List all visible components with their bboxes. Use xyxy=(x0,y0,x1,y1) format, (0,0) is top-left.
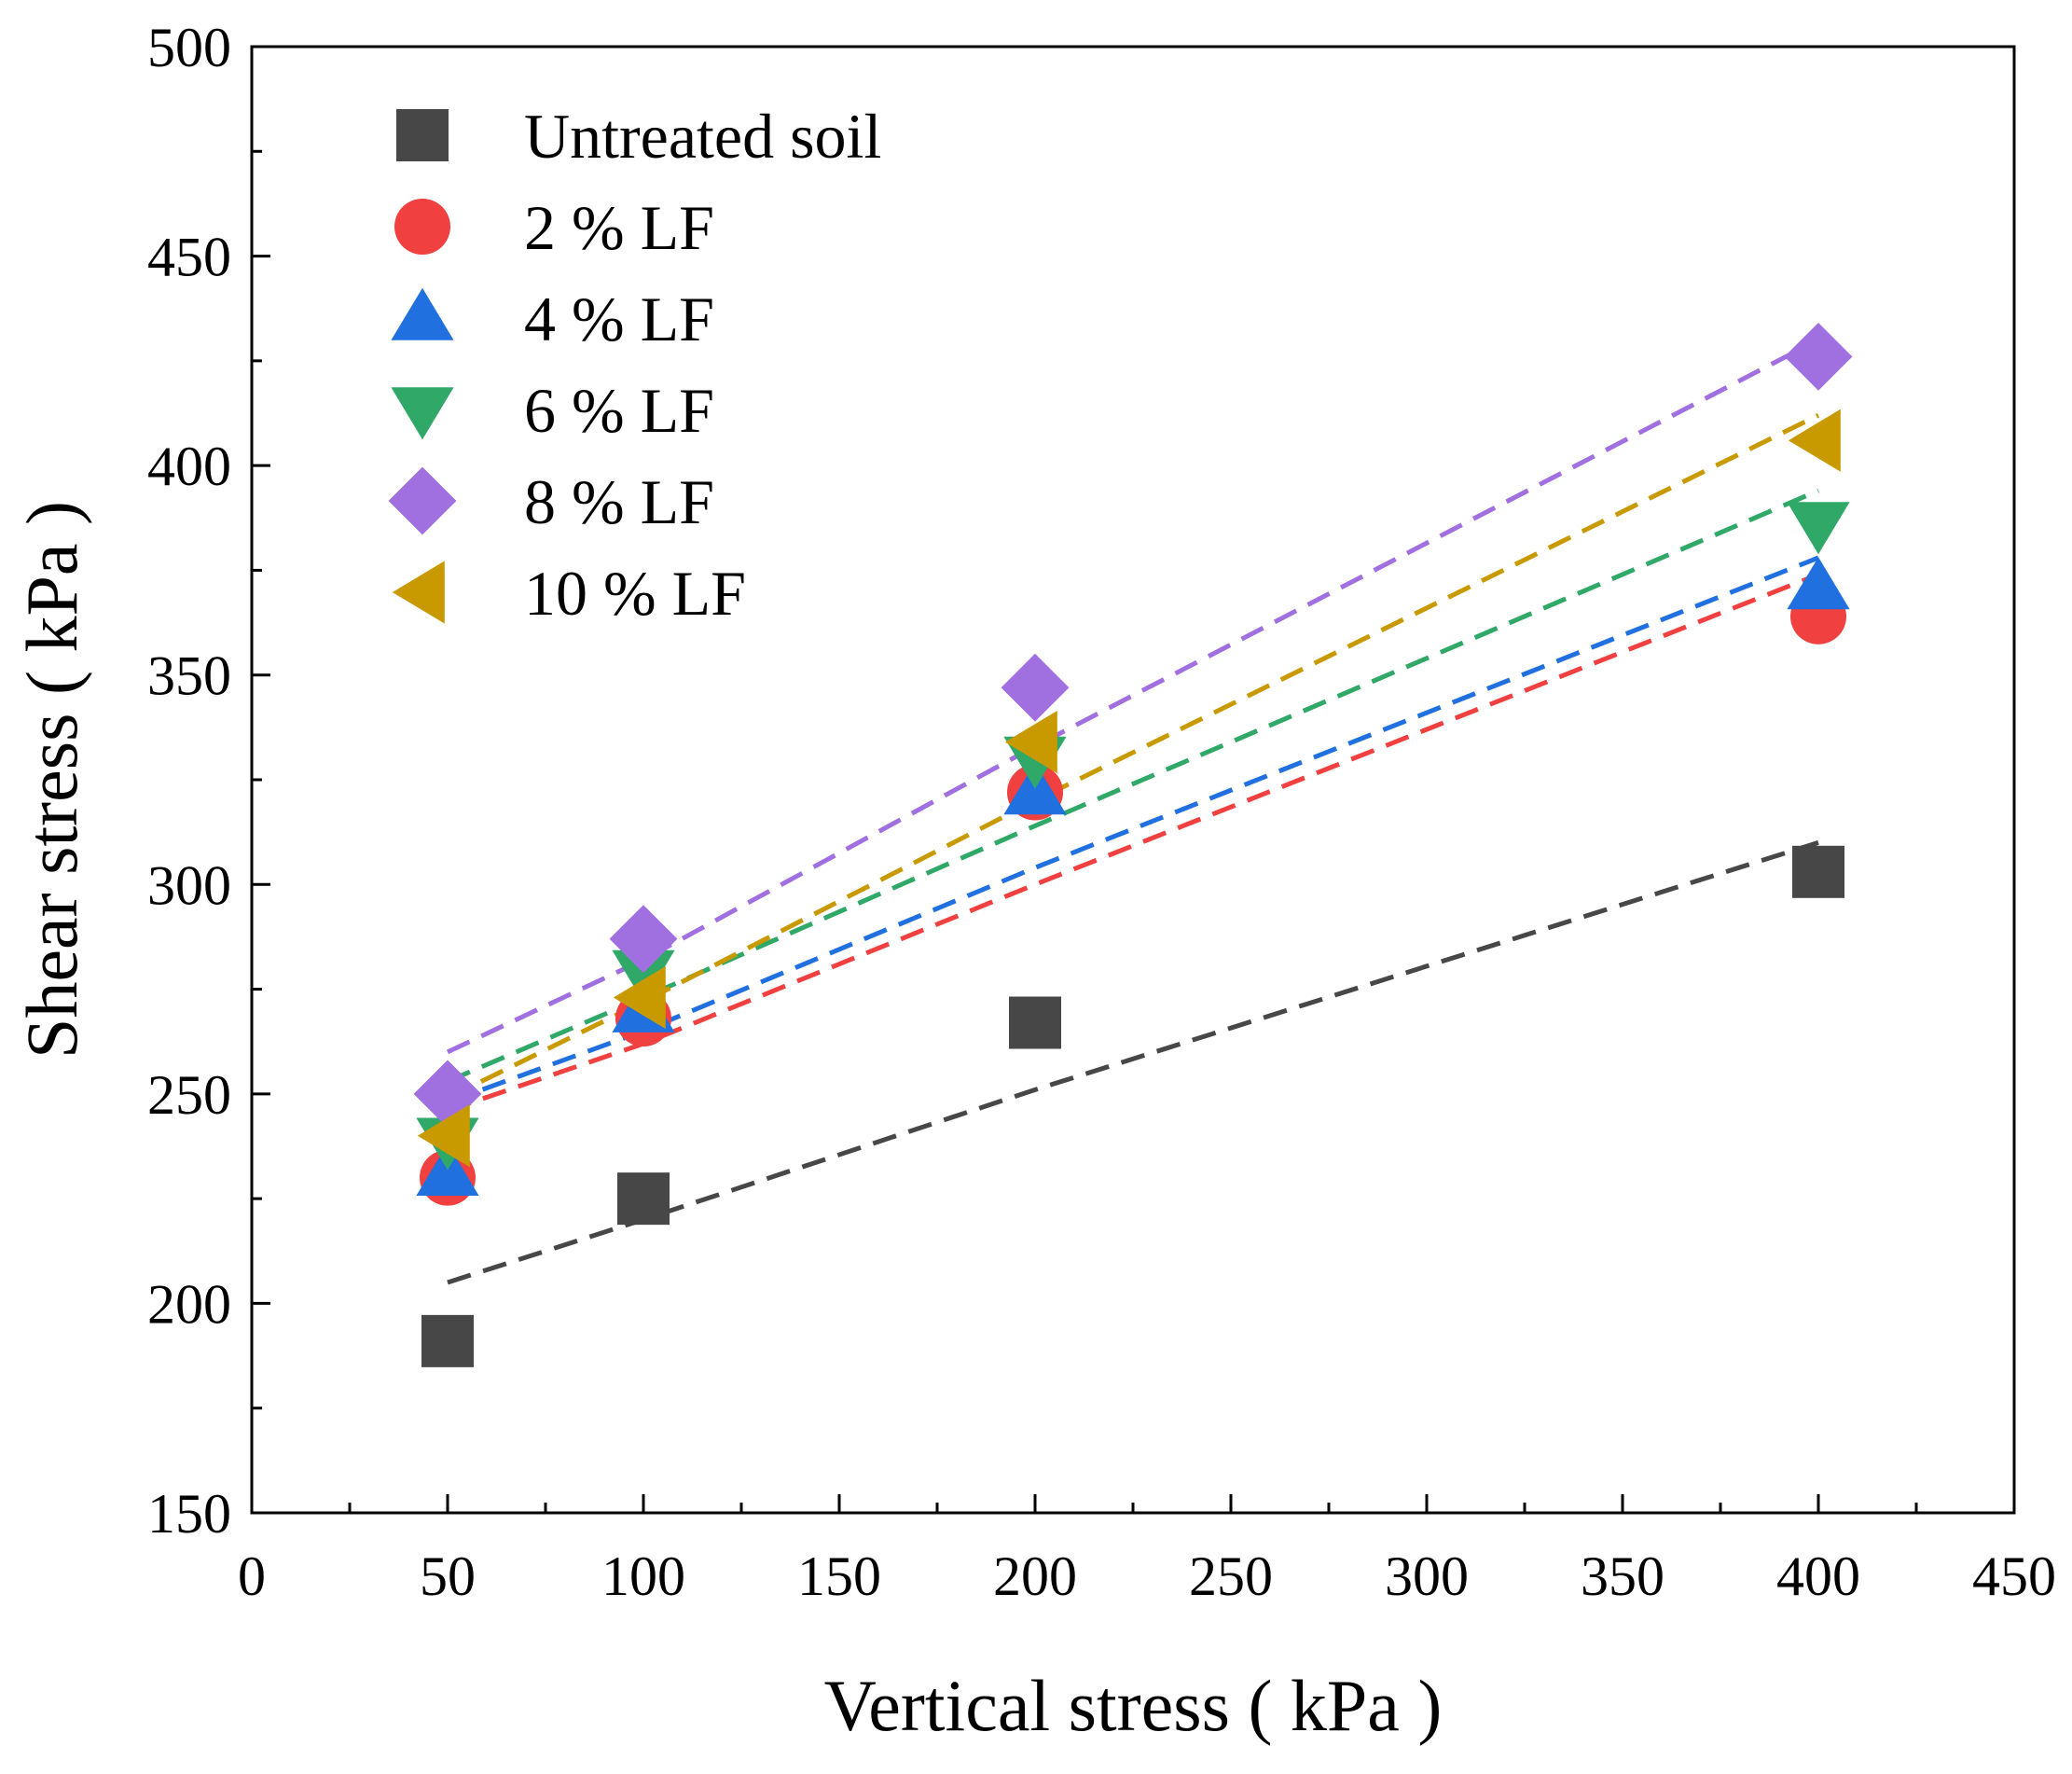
data-point-series-5 xyxy=(1788,409,1841,472)
legend-label-5: 10 % LF xyxy=(524,558,746,629)
y-axis-label: Shear stress ( kPa ) xyxy=(11,501,92,1059)
x-tick-label: 200 xyxy=(993,1545,1077,1607)
data-point-series-5 xyxy=(613,965,666,1030)
axis-ticks: 0 50 100 150 200 250 300 350 400 450 150 200 250 300 3… xyxy=(147,17,2056,1607)
legend-marker-3 xyxy=(391,387,454,440)
data-point-series-4 xyxy=(1784,322,1853,391)
data-point-series-5 xyxy=(1004,710,1057,774)
legend-marker-2 xyxy=(391,287,454,340)
x-tick-label: 300 xyxy=(1385,1545,1469,1607)
data-point-series-4 xyxy=(609,905,678,974)
plot-area-frame xyxy=(250,45,2016,1515)
legend-label-2: 4 % LF xyxy=(524,284,714,354)
legend-label-4: 8 % LF xyxy=(524,466,714,537)
y-tick-label: 300 xyxy=(147,854,231,916)
y-tick-label: 500 xyxy=(147,17,231,78)
x-tick-label: 450 xyxy=(1972,1545,2056,1607)
x-tick-label: 400 xyxy=(1776,1545,1860,1607)
fit-line-series-2 xyxy=(447,555,1819,1105)
fit-line-series-4 xyxy=(446,338,1820,1055)
data-points xyxy=(413,322,1853,1367)
x-tick-label: 0 xyxy=(238,1545,266,1607)
data-point-series-0 xyxy=(617,1172,670,1226)
data-point-series-3 xyxy=(612,949,675,1003)
y-tick-label: 250 xyxy=(147,1064,231,1126)
data-point-series-0 xyxy=(1792,845,1844,898)
legend-label-1: 2 % LF xyxy=(524,192,714,263)
legend-marker-5 xyxy=(392,561,445,624)
data-point-series-2 xyxy=(1787,557,1850,610)
legend-marker-0 xyxy=(396,109,449,161)
x-tick-label: 150 xyxy=(797,1545,881,1607)
x-tick-label: 50 xyxy=(420,1545,476,1607)
fit-line-series-5 xyxy=(446,412,1820,1101)
x-tick-label: 100 xyxy=(601,1545,685,1607)
legend: Untreated soil 2 % LF 4 % LF 6 % LF 8 % LF 10… xyxy=(388,101,881,629)
y-tick-label: 350 xyxy=(147,645,231,707)
x-axis-label: Vertical stress ( kPa ) xyxy=(824,1665,1443,1746)
data-point-series-4 xyxy=(1001,653,1070,722)
data-point-series-4 xyxy=(413,1060,482,1129)
fit-line-series-1 xyxy=(447,572,1819,1114)
legend-label-3: 6 % LF xyxy=(524,375,714,446)
fit-line-series-0 xyxy=(447,840,1819,1285)
legend-label-0: Untreated soil xyxy=(524,101,881,172)
legend-marker-1 xyxy=(394,199,450,255)
data-point-series-0 xyxy=(1009,996,1061,1049)
x-tick-label: 350 xyxy=(1581,1545,1665,1607)
legend-marker-4 xyxy=(388,466,457,535)
y-tick-label: 450 xyxy=(147,227,231,288)
y-tick-label: 200 xyxy=(147,1273,231,1335)
fit-lines xyxy=(446,338,1820,1285)
data-point-series-3 xyxy=(1787,502,1850,555)
x-tick-label: 250 xyxy=(1189,1545,1273,1607)
y-tick-label: 150 xyxy=(147,1483,231,1545)
data-point-series-5 xyxy=(417,1104,470,1168)
data-point-series-0 xyxy=(421,1314,474,1367)
fit-line-series-3 xyxy=(447,488,1819,1084)
y-tick-label: 400 xyxy=(147,436,231,497)
